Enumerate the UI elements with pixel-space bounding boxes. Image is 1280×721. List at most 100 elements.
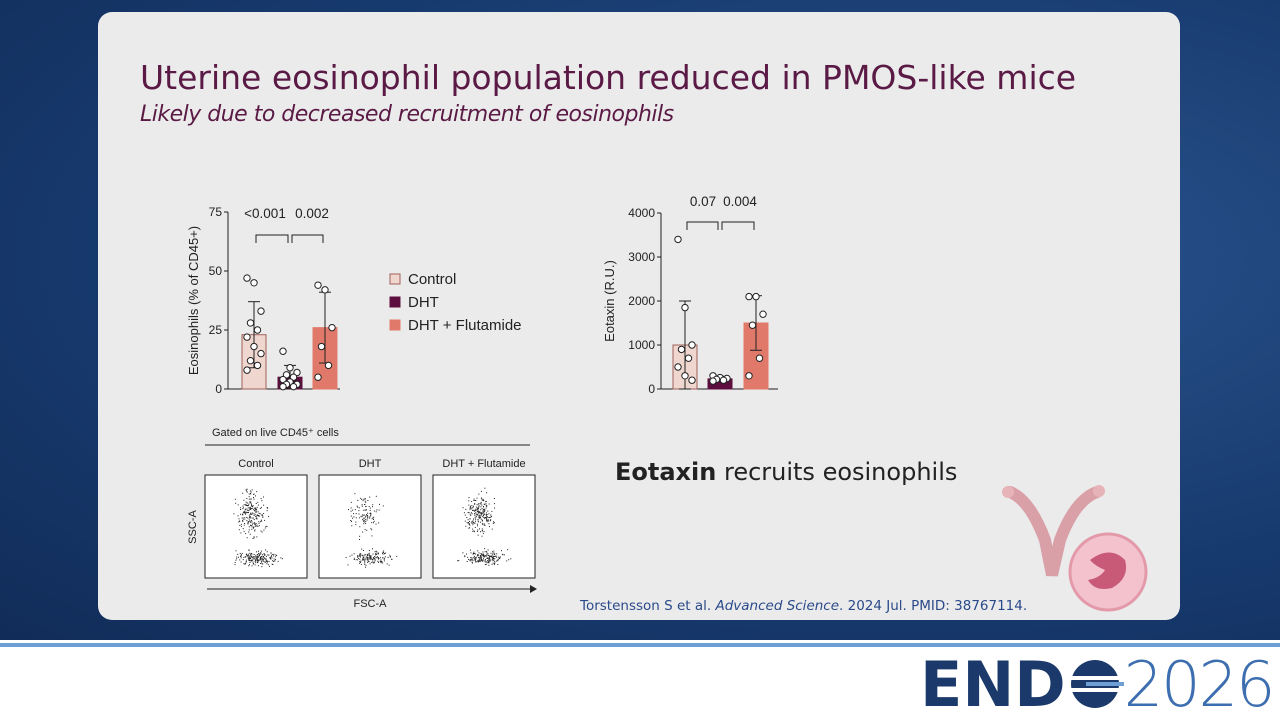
flow-dot bbox=[379, 503, 380, 505]
flow-dot bbox=[253, 498, 255, 500]
flow-dot bbox=[372, 561, 374, 563]
flow-dot bbox=[475, 553, 477, 555]
flow-dot bbox=[469, 527, 471, 529]
flow-dot bbox=[488, 555, 490, 556]
flow-dot bbox=[255, 495, 256, 497]
bracket bbox=[291, 234, 324, 243]
flow-dot bbox=[474, 558, 476, 560]
flow-dot bbox=[264, 527, 266, 529]
flow-dot bbox=[472, 520, 474, 522]
flow-dot bbox=[252, 505, 254, 507]
flow-dot bbox=[366, 519, 368, 521]
flow-dot bbox=[250, 556, 252, 558]
flow-dot bbox=[362, 514, 364, 516]
flow-dot bbox=[365, 516, 367, 518]
flow-dot bbox=[248, 550, 250, 551]
flow-dot bbox=[248, 558, 250, 560]
flow-dot bbox=[382, 557, 384, 559]
flow-dot bbox=[262, 559, 264, 561]
flow-dot bbox=[260, 559, 262, 560]
flow-dot bbox=[255, 558, 257, 560]
flow-dot bbox=[260, 553, 262, 555]
flow-dot bbox=[260, 560, 262, 562]
flow-dot bbox=[255, 562, 257, 564]
flow-dot bbox=[476, 497, 478, 499]
flow-dot bbox=[472, 524, 474, 526]
flow-dot bbox=[250, 492, 251, 494]
data-point bbox=[748, 321, 757, 329]
flow-dot bbox=[360, 553, 362, 555]
flow-dot bbox=[249, 516, 251, 518]
flow-dot bbox=[253, 513, 255, 515]
flow-dot bbox=[372, 557, 374, 558]
flow-dot bbox=[258, 522, 260, 524]
legend-label: DHT bbox=[408, 294, 439, 311]
flow-dot bbox=[482, 508, 484, 510]
flow-dot bbox=[482, 559, 484, 561]
flow-dot bbox=[247, 505, 248, 506]
flow-dot bbox=[475, 516, 477, 518]
flow-dot bbox=[257, 561, 259, 563]
flow-dot bbox=[252, 559, 254, 561]
flow-dot bbox=[255, 515, 257, 517]
flow-dot bbox=[265, 549, 267, 551]
data-point bbox=[243, 366, 251, 374]
flow-dot bbox=[366, 559, 368, 561]
flow-dot bbox=[377, 558, 379, 560]
flow-dot bbox=[266, 561, 268, 563]
flow-dot bbox=[363, 517, 365, 519]
flow-dot bbox=[481, 513, 483, 515]
y-tick-label: 25 bbox=[209, 323, 223, 337]
flow-dot bbox=[366, 557, 368, 559]
flow-dot bbox=[243, 524, 245, 526]
flow-dot bbox=[369, 512, 371, 514]
flow-dot bbox=[485, 503, 487, 505]
flow-dot bbox=[245, 504, 247, 506]
flow-dot bbox=[252, 561, 254, 563]
flow-dot bbox=[478, 558, 480, 560]
flow-dot bbox=[480, 513, 482, 515]
flow-dot bbox=[370, 556, 372, 558]
flow-dot bbox=[261, 520, 263, 522]
flow-dot bbox=[480, 553, 482, 554]
flow-dot bbox=[468, 497, 470, 499]
flow-dot bbox=[356, 505, 358, 507]
flow-dot bbox=[472, 509, 474, 511]
flow-dot bbox=[355, 559, 357, 561]
flow-dot bbox=[272, 561, 274, 562]
flow-dot bbox=[464, 514, 466, 516]
flow-dot bbox=[480, 558, 482, 559]
flow-dot bbox=[373, 520, 375, 522]
flow-dot bbox=[240, 509, 241, 510]
flow-dot bbox=[367, 517, 369, 519]
flow-dot bbox=[254, 560, 256, 562]
flow-dot bbox=[359, 535, 361, 537]
flow-dot bbox=[367, 559, 369, 561]
flow-dot bbox=[243, 511, 245, 513]
flow-dot bbox=[483, 524, 485, 526]
flow-dot bbox=[377, 557, 379, 558]
flow-dot bbox=[248, 558, 250, 560]
flow-dot bbox=[252, 556, 254, 558]
data-point bbox=[257, 307, 265, 315]
flow-dot bbox=[353, 516, 355, 518]
flow-dot bbox=[382, 551, 384, 553]
flow-dot bbox=[468, 523, 470, 525]
flow-dot bbox=[382, 505, 384, 507]
flow-dot bbox=[251, 528, 253, 530]
flow-dot bbox=[374, 560, 376, 562]
flow-dot bbox=[488, 562, 490, 564]
flow-dot bbox=[481, 523, 483, 525]
flow-dot bbox=[483, 514, 485, 516]
flow-dot bbox=[261, 531, 263, 533]
data-point bbox=[324, 361, 333, 370]
flow-dot bbox=[359, 526, 361, 528]
flow-dot bbox=[266, 507, 268, 508]
flow-dot bbox=[269, 565, 270, 567]
flow-dot bbox=[251, 555, 253, 557]
flow-dot bbox=[475, 508, 477, 510]
flow-dot bbox=[245, 512, 247, 514]
flow-dot bbox=[239, 552, 241, 554]
flow-dot bbox=[251, 524, 253, 526]
flow-dot bbox=[477, 554, 479, 556]
